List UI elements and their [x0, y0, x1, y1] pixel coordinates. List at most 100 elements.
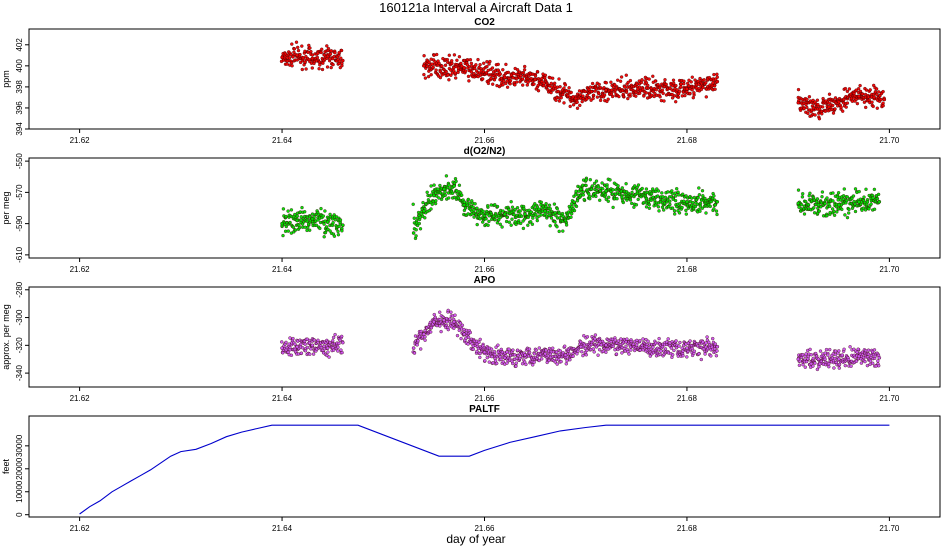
- x-tick-label: 21.68: [677, 136, 698, 145]
- data-point: [713, 203, 717, 207]
- data-point: [572, 208, 577, 213]
- data-point: [804, 199, 808, 204]
- data-point: [842, 347, 846, 351]
- data-point: [841, 109, 845, 113]
- data-point: [670, 189, 674, 193]
- data-point: [601, 187, 605, 191]
- data-point: [865, 200, 870, 204]
- data-point: [620, 195, 624, 199]
- data-point: [340, 223, 345, 227]
- data-point: [412, 351, 417, 355]
- data-point: [681, 192, 685, 196]
- data-point: [501, 83, 505, 87]
- data-point: [837, 357, 841, 362]
- data-point: [812, 211, 817, 215]
- data-point: [460, 323, 465, 327]
- data-point: [861, 355, 866, 360]
- data-point: [319, 50, 323, 55]
- data-point: [857, 354, 861, 359]
- data-point: [453, 313, 457, 317]
- data-point: [482, 350, 487, 355]
- data-point: [574, 204, 579, 209]
- data-point: [639, 80, 644, 85]
- data-point: [462, 203, 467, 207]
- data-point: [715, 199, 720, 204]
- data-point: [295, 53, 300, 58]
- data-point: [658, 95, 662, 99]
- data-point: [676, 190, 680, 194]
- data-point: [806, 354, 811, 359]
- data-point: [492, 349, 497, 354]
- data-point: [428, 320, 433, 325]
- data-point: [438, 324, 442, 328]
- data-point: [613, 338, 617, 342]
- data-point: [596, 353, 600, 357]
- data-point: [447, 196, 451, 200]
- data-point: [333, 51, 337, 55]
- data-point: [611, 188, 615, 192]
- data-point: [280, 221, 284, 226]
- data-point: [521, 71, 526, 75]
- data-point: [515, 206, 520, 210]
- data-point: [668, 86, 672, 90]
- data-point: [472, 215, 476, 219]
- data-point: [629, 348, 633, 352]
- data-point: [293, 228, 298, 232]
- y-axis-label: approx. per meg: [1, 304, 11, 370]
- data-point: [485, 355, 489, 360]
- data-point: [548, 224, 552, 228]
- data-point: [847, 87, 852, 91]
- data-point: [453, 177, 458, 181]
- data-point: [856, 87, 861, 91]
- data-point: [471, 347, 475, 351]
- data-point: [831, 111, 836, 115]
- data-point: [684, 208, 688, 213]
- data-point: [280, 346, 284, 350]
- data-point: [411, 346, 416, 350]
- data-point: [851, 194, 856, 198]
- data-point: [557, 99, 562, 103]
- data-point: [501, 68, 505, 72]
- data-point: [544, 202, 548, 206]
- data-point: [679, 82, 683, 86]
- data-point: [656, 189, 661, 193]
- data-point: [310, 212, 315, 216]
- data-point: [877, 199, 882, 204]
- y-tick-label: -570: [15, 184, 24, 201]
- data-point: [281, 207, 286, 211]
- data-point: [336, 349, 340, 353]
- data-point: [863, 208, 868, 212]
- data-point: [340, 61, 344, 66]
- data-point: [676, 95, 681, 99]
- data-point: [510, 205, 515, 209]
- data-point: [679, 85, 683, 89]
- data-point: [860, 92, 865, 96]
- data-point: [289, 208, 294, 212]
- data-point: [291, 336, 295, 341]
- data-point: [821, 105, 825, 109]
- data-point: [296, 48, 301, 53]
- data-point: [868, 88, 872, 92]
- data-point: [832, 213, 837, 217]
- data-point: [331, 221, 335, 225]
- data-point: [644, 187, 649, 191]
- data-point: [818, 349, 823, 353]
- data-point: [539, 213, 543, 217]
- data-point: [589, 89, 594, 94]
- x-tick-label: 21.68: [677, 265, 698, 274]
- data-point: [594, 179, 599, 183]
- data-point: [310, 343, 315, 348]
- data-point: [437, 61, 441, 66]
- data-point: [640, 186, 644, 191]
- data-point: [708, 204, 712, 209]
- data-point: [466, 335, 471, 339]
- data-point: [663, 78, 667, 82]
- data-point: [423, 338, 427, 342]
- x-tick-label: 21.68: [677, 524, 698, 533]
- data-point: [475, 206, 479, 210]
- data-point: [875, 196, 880, 201]
- data-point: [502, 79, 506, 83]
- data-point: [842, 97, 846, 102]
- data-point: [559, 359, 563, 364]
- data-point: [692, 91, 696, 95]
